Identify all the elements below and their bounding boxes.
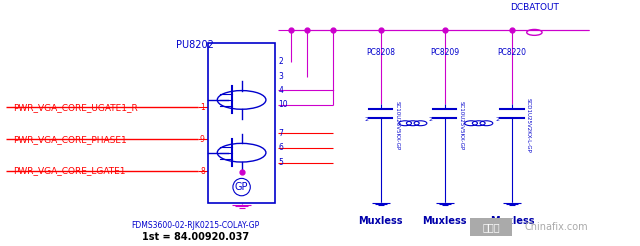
Text: 5: 5 bbox=[278, 158, 284, 167]
Text: Muxless: Muxless bbox=[422, 216, 467, 227]
Text: Chinafix.com: Chinafix.com bbox=[525, 222, 589, 232]
Text: 4: 4 bbox=[278, 86, 284, 95]
Text: 1st = 84.00920.037: 1st = 84.00920.037 bbox=[141, 232, 249, 242]
Text: 3: 3 bbox=[278, 72, 284, 81]
Text: 2: 2 bbox=[429, 117, 433, 122]
Text: 2: 2 bbox=[278, 57, 283, 66]
Text: Muxless: Muxless bbox=[358, 216, 403, 227]
Text: PWR_VGA_CORE_LGATE1: PWR_VGA_CORE_LGATE1 bbox=[13, 167, 125, 176]
Text: 2: 2 bbox=[496, 117, 500, 122]
Text: DCBATOUT: DCBATOUT bbox=[510, 2, 559, 12]
Text: 10: 10 bbox=[278, 100, 288, 109]
Text: 7: 7 bbox=[278, 129, 284, 138]
Text: 迅维网: 迅维网 bbox=[483, 222, 500, 232]
Text: 2: 2 bbox=[365, 117, 369, 122]
FancyBboxPatch shape bbox=[470, 218, 512, 236]
Text: 6: 6 bbox=[278, 143, 284, 152]
Text: 9: 9 bbox=[200, 135, 205, 144]
Text: PC8208: PC8208 bbox=[366, 48, 396, 57]
Text: SCD1U25V2KX-L-GP: SCD1U25V2KX-L-GP bbox=[526, 98, 531, 153]
Bar bbox=[208, 44, 275, 203]
Text: PWR_VGA_CORE_PHASE1: PWR_VGA_CORE_PHASE1 bbox=[13, 135, 127, 144]
Text: PC8209: PC8209 bbox=[430, 48, 460, 57]
Text: Muxless: Muxless bbox=[490, 216, 534, 227]
Text: PWR_VGA_CORE_UGATE1_R: PWR_VGA_CORE_UGATE1_R bbox=[13, 103, 138, 112]
Text: 8: 8 bbox=[200, 167, 205, 176]
Text: PC8220: PC8220 bbox=[497, 48, 527, 57]
Text: GP: GP bbox=[235, 182, 248, 192]
Text: 1: 1 bbox=[200, 103, 205, 112]
Text: SC10U25V5KX-GP: SC10U25V5KX-GP bbox=[395, 101, 400, 150]
Text: FDMS3600-02-RJK0215-COLAY-GP: FDMS3600-02-RJK0215-COLAY-GP bbox=[131, 221, 259, 230]
Text: PU8202: PU8202 bbox=[176, 40, 214, 50]
Text: SC10U25V5KX-GP: SC10U25V5KX-GP bbox=[459, 101, 464, 150]
